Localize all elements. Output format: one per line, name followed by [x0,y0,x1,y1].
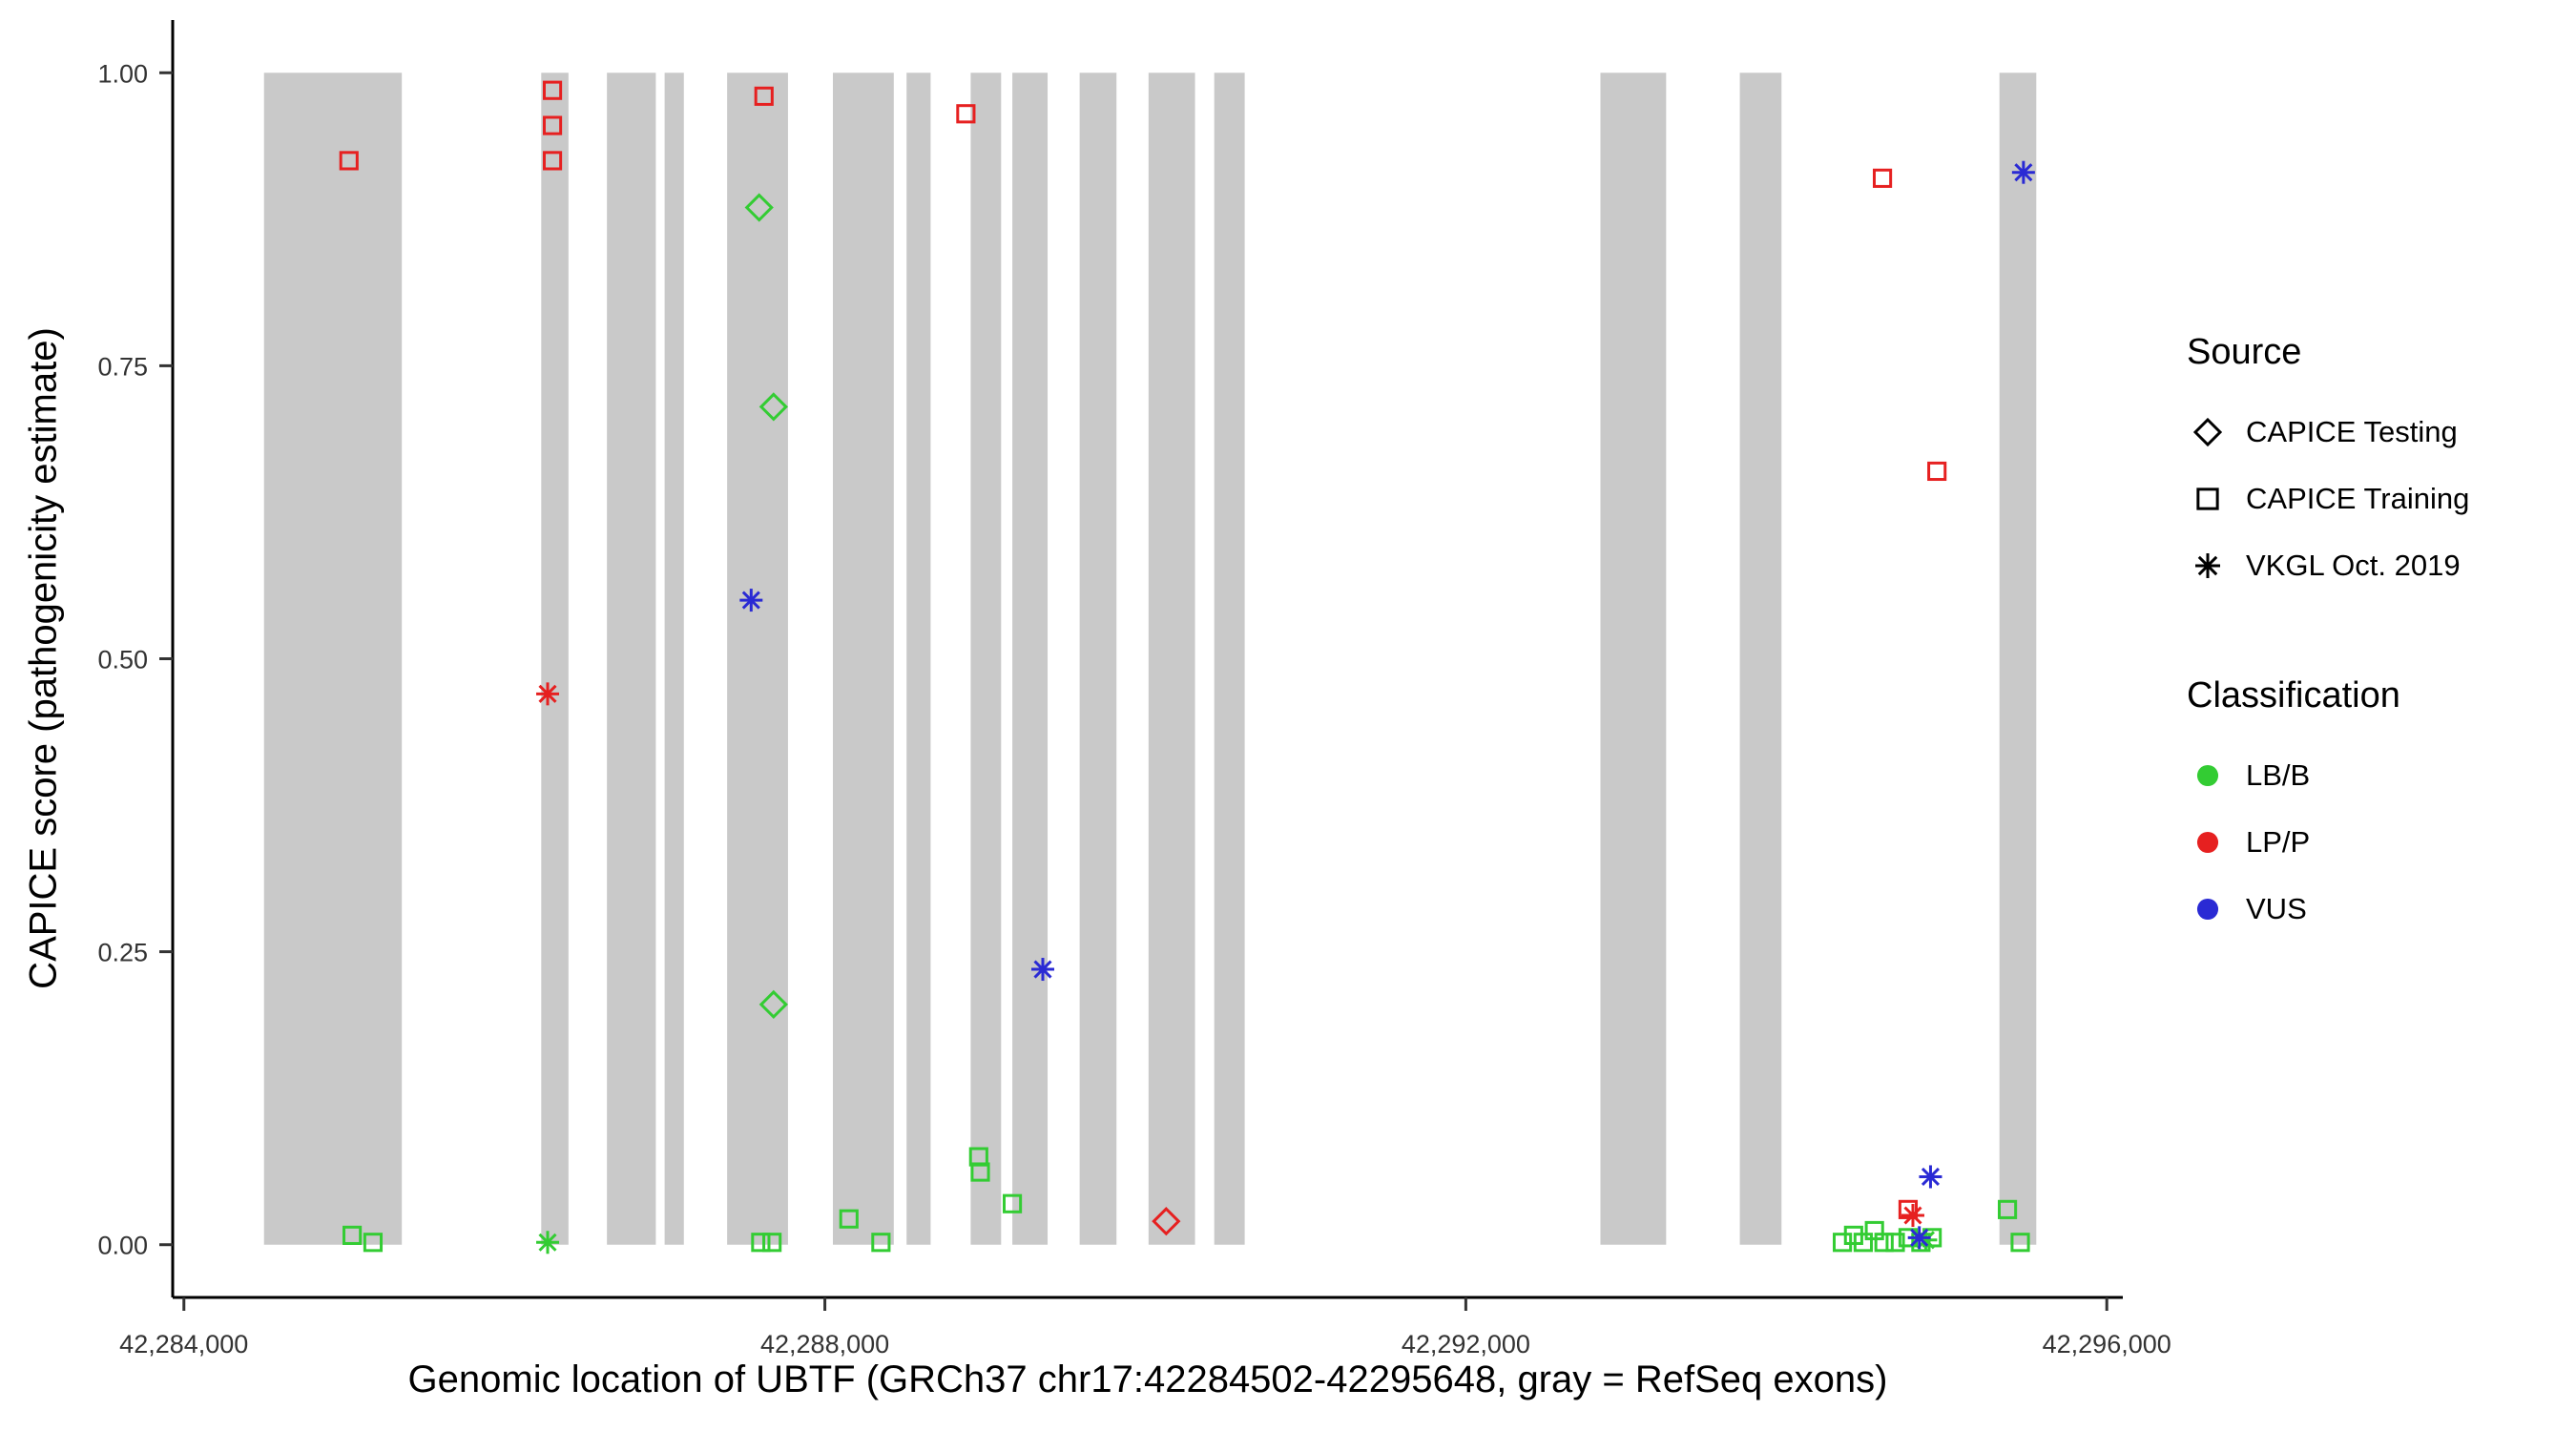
svg-text:42,288,000: 42,288,000 [760,1330,889,1358]
svg-text:0.00: 0.00 [97,1232,148,1260]
x-axis-title: Genomic location of UBTF (GRCh37 chr17:4… [407,1358,1888,1400]
svg-text:0.50: 0.50 [97,646,148,674]
legend-source-title: Source [2187,332,2302,372]
legend-source-group: Source CAPICE Testing CAPICE Training VK… [2187,332,2469,599]
svg-text:1.00: 1.00 [97,59,148,88]
legend-item-capice-training: CAPICE Training [2187,466,2469,532]
legend-item-vkgl: VKGL Oct. 2019 [2187,532,2469,599]
svg-text:0.75: 0.75 [97,352,148,381]
legend-item-capice-testing: CAPICE Testing [2187,399,2469,466]
svg-text:42,296,000: 42,296,000 [2043,1330,2171,1358]
legend-item-label: CAPICE Testing [2246,415,2458,448]
diamond-icon [2192,417,2223,447]
legend-item-label: LP/P [2246,825,2311,859]
legend-item-label: LB/B [2246,758,2311,792]
legend-classification-title: Classification [2187,675,2400,716]
svg-text:42,284,000: 42,284,000 [119,1330,248,1358]
square-icon [2196,487,2219,510]
svg-text:0.25: 0.25 [97,939,148,967]
legend-item-lpp: LP/P [2187,809,2469,876]
svg-text:42,292,000: 42,292,000 [1402,1330,1530,1358]
legend-item-vus: VUS [2187,876,2469,943]
legend-item-label: CAPICE Training [2246,482,2470,515]
legend-item-label: VKGL Oct. 2019 [2246,549,2461,582]
legend-item-lbb: LB/B [2187,742,2469,809]
legend-item-label: VUS [2246,892,2307,925]
legend: Source CAPICE Testing CAPICE Training VK… [2187,332,2469,943]
vus-color-dot-icon [2196,898,2219,921]
lbb-color-dot-icon [2196,764,2219,787]
asterisk-icon [2195,553,2220,578]
lpp-color-dot-icon [2196,831,2219,854]
legend-classification-group: Classification LB/B LP/P VUS [2187,675,2469,943]
